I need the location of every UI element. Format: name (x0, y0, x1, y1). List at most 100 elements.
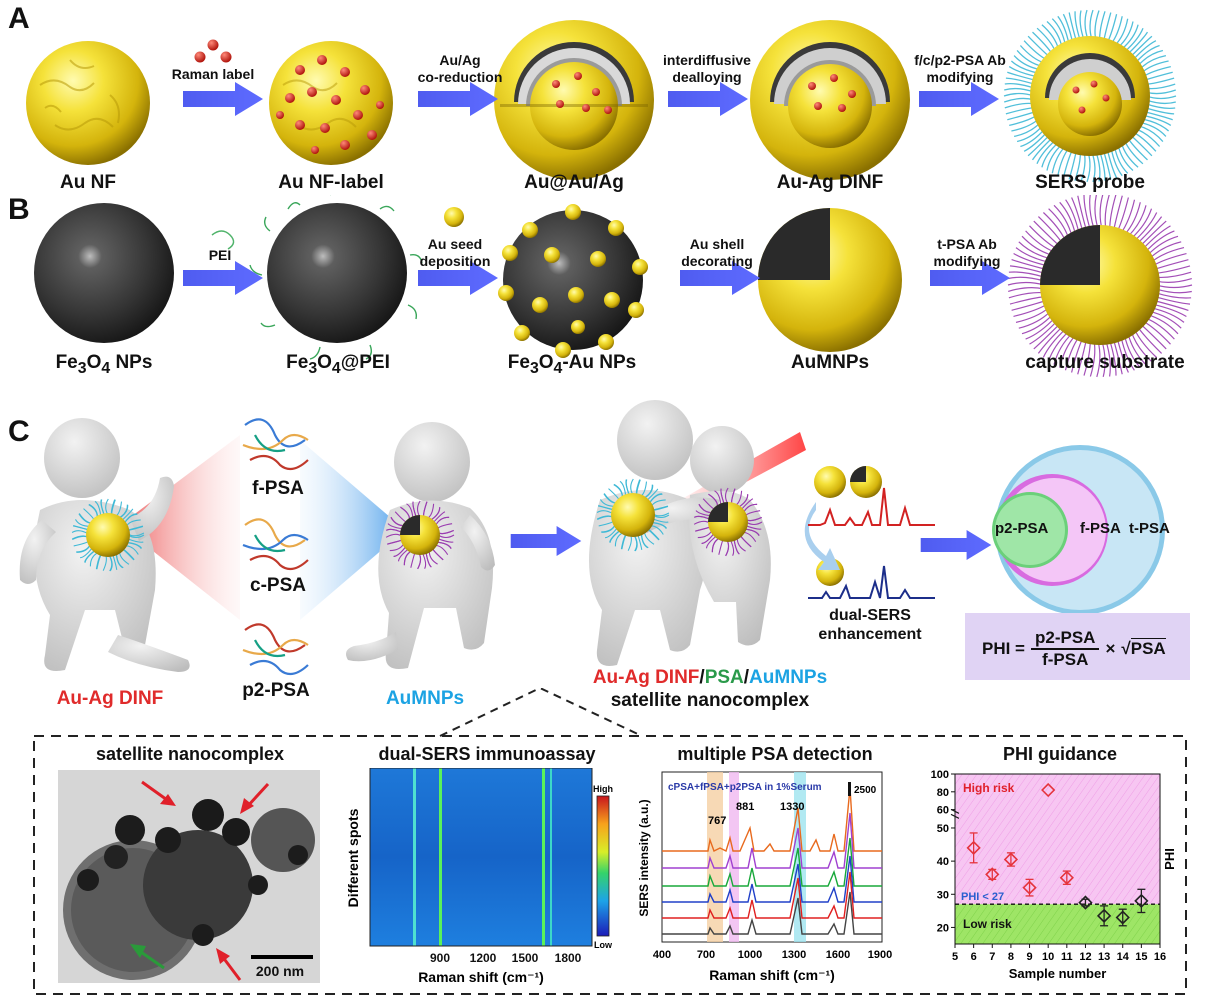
label-au-au-ag: Au@Au/Ag (524, 172, 624, 193)
phi-data-point (1096, 908, 1112, 923)
tem-scale-label: 200 nm (255, 963, 305, 979)
heatmap-plot-area (370, 768, 592, 946)
panel-label-a: A (8, 2, 30, 35)
label-capture-substrate: capture substrate (1025, 352, 1185, 373)
fe3o4-au-nanoparticle (498, 204, 648, 358)
peak-881: 881 (736, 801, 754, 813)
raman-dots (276, 55, 384, 154)
heatmap-colorbar (596, 795, 610, 937)
label-c-psa: c-PSA (250, 575, 306, 596)
label-fe3o4-nps: Fe3O4 NPs (55, 352, 153, 377)
label-p2-psa: p2-PSA (242, 680, 310, 701)
phi-chart: 20 30 40 50 60 80 100 5 6 7 8 9 10 11 12 13 14 15 16 High … (931, 769, 1177, 981)
phi-xtick: 12 (1079, 951, 1091, 963)
venn-label-f-psa: f-PSA (1080, 520, 1121, 537)
label-fe3o4-pei: Fe3O4@PEI (286, 352, 390, 377)
phi-data-point (1059, 870, 1074, 885)
phi-data-point (1003, 852, 1019, 867)
f-psa-protein (242, 418, 309, 471)
step-au-shell: Au shell decorating (681, 236, 753, 269)
phi-data-point (985, 867, 1000, 882)
row-b-graphics (34, 195, 1193, 378)
label-sers-probe: SERS probe (1035, 172, 1145, 193)
step-dealloying: interdiffusive dealloying (663, 52, 751, 85)
high-risk-label: High risk (963, 781, 1015, 795)
sers-probe (1003, 9, 1177, 183)
phi-data-point (1041, 782, 1056, 798)
phi-formula: PHI = p2-PSA f-PSA × √PSA (982, 628, 1166, 669)
label-mid-aumnps: AuMNPs (385, 688, 465, 709)
psa-venn-diagram (992, 445, 1165, 615)
heatmap-xtick: 1200 (470, 951, 497, 965)
label-dual-sers-enhancement: dual-SERS enhancement (818, 607, 922, 643)
phi-xtick: 13 (1098, 951, 1110, 963)
phi-xtick: 8 (1008, 951, 1014, 963)
label-au-nf-label: Au NF-label (278, 172, 384, 193)
phi-data-point (1078, 895, 1093, 910)
phi-data-point (1022, 880, 1037, 895)
aumnp-nanoparticle (758, 208, 902, 352)
phi-ylabel: PHI (1162, 848, 1177, 870)
panel-label-b: B (8, 193, 30, 226)
low-risk-label: Low risk (963, 917, 1012, 931)
step-ab-modifying: f/c/p2-PSA Ab modifying (914, 52, 1006, 85)
heatmap-xlabel: Raman shift (cm⁻¹) (418, 969, 544, 985)
label-satellite-nanocomplex: satellite nanocomplex (610, 690, 810, 711)
fe3o4-nanoparticle (34, 203, 174, 343)
heatmap-xtick: 1800 (555, 951, 582, 965)
phi-ytick: 40 (937, 856, 949, 868)
phi-title: PHI guidance (1002, 744, 1118, 764)
svg-text:1600: 1600 (826, 949, 850, 961)
aumnp-on-middle-figure (385, 500, 455, 570)
heatmap-title: dual-SERS immunoassay (378, 744, 596, 764)
venn-label-t-psa: t-PSA (1129, 520, 1170, 537)
au-au-ag-core-shell (494, 20, 654, 180)
low-risk-region (955, 904, 1160, 944)
step-au-seed: Au seed deposition (419, 236, 491, 269)
svg-text:1000: 1000 (738, 949, 762, 961)
au-nanoflower (26, 41, 150, 165)
svg-text:1300: 1300 (782, 949, 806, 961)
colorbar-high: High (593, 784, 613, 794)
label-fe3o4-au-nps: Fe3O4-Au NPs (507, 352, 637, 377)
panel-label-c: C (8, 415, 30, 448)
label-complex-parts: Au-Ag DINF/PSA/AuMNPs (592, 667, 828, 688)
phi-xtick: 11 (1061, 951, 1073, 963)
spectra-xlabel: Raman shift (cm⁻¹) (709, 967, 835, 983)
band-767 (707, 772, 723, 942)
step-pei: PEI (208, 247, 232, 263)
phi-data-point (1134, 893, 1149, 909)
step-tpsa-modifying: t-PSA Ab modifying (933, 236, 1001, 269)
heatmap-bands (413, 768, 552, 946)
heatmap-xtick: 1500 (512, 951, 539, 965)
row-a-graphics (26, 9, 1177, 183)
step-au-ag-coreduction: Au/Ag co-reduction (417, 52, 503, 85)
label-aumnps: AuMNPs (790, 352, 870, 373)
label-f-psa: f-PSA (252, 478, 304, 499)
svg-text:400: 400 (653, 949, 671, 961)
tem-image (58, 770, 320, 983)
phi-ytick: 50 (937, 823, 949, 835)
probe-on-left-figure (71, 498, 145, 572)
c-psa-protein (242, 518, 309, 571)
psa-proteins (242, 418, 309, 676)
peak-1330: 1330 (780, 801, 804, 813)
phi-xtick: 15 (1135, 951, 1147, 963)
phi-ytick: 100 (931, 769, 949, 781)
spectra-chart: cPSA+fPSA+p2PSA in 1%Serum 767 881 1330 … (637, 771, 892, 983)
step-raman-label: Raman label (171, 66, 255, 82)
phi-ytick: 80 (937, 787, 949, 799)
phi-formula-box (965, 613, 1190, 680)
threshold-label: PHI < 27 (961, 891, 1004, 903)
label-left-dinf: Au-Ag DINF (56, 688, 164, 709)
high-risk-region (955, 774, 1160, 905)
phi-xtick: 5 (952, 951, 958, 963)
row-c-graphics (19, 400, 1190, 680)
svg-text:700: 700 (697, 949, 715, 961)
heatmap-xtick: 900 (430, 951, 450, 965)
phi-data-point (966, 840, 981, 855)
capture-substrate (1007, 195, 1193, 378)
blue-beam (300, 440, 405, 620)
phi-xtick: 6 (971, 951, 977, 963)
tem-title: satellite nanocomplex (95, 744, 285, 764)
